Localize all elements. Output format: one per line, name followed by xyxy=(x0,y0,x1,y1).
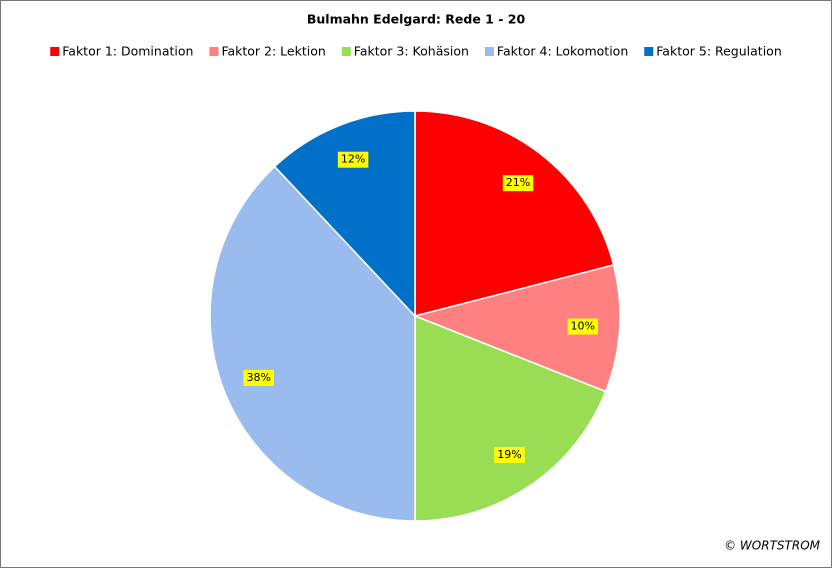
data-label: 19% xyxy=(494,447,525,464)
legend-label: Faktor 2: Lektion xyxy=(221,44,325,59)
legend-swatch xyxy=(644,47,654,56)
legend-swatch xyxy=(484,47,494,56)
legend-swatch xyxy=(50,47,60,56)
data-label-bg xyxy=(243,369,274,386)
data-label-bg xyxy=(494,447,525,464)
legend-label: Faktor 1: Domination xyxy=(62,44,193,59)
legend-label: Faktor 3: Kohäsion xyxy=(354,44,469,59)
data-label-text: 19% xyxy=(497,448,521,461)
legend-label: Faktor 5: Regulation xyxy=(656,44,782,59)
pie-slice xyxy=(273,110,416,318)
data-label-bg xyxy=(502,175,534,192)
credit: © WORTSTROM xyxy=(724,539,821,553)
chart-title: Bulmahn Edelgard: Rede 1 - 20 xyxy=(307,12,526,27)
pie-slice xyxy=(209,165,416,522)
data-label: 38% xyxy=(243,369,274,386)
data-label-text: 12% xyxy=(341,153,365,166)
pie-slice xyxy=(414,314,607,522)
legend-swatch xyxy=(341,47,351,56)
legend-label: Faktor 4: Lokomotion xyxy=(497,44,628,59)
data-label-bg xyxy=(337,151,369,168)
pie-slice xyxy=(412,264,621,393)
data-label-text: 10% xyxy=(571,320,595,333)
data-label-bg xyxy=(567,318,598,335)
data-label-text: 21% xyxy=(506,176,530,189)
legend: Faktor 1: Domination Faktor 2: Lektion Fak… xyxy=(50,44,782,59)
data-label: 10% xyxy=(567,318,598,335)
data-label: 21% xyxy=(502,175,534,192)
pie-slice xyxy=(414,110,615,317)
data-label-text: 38% xyxy=(246,371,270,384)
legend-swatch xyxy=(209,47,219,56)
data-label: 12% xyxy=(337,151,369,168)
